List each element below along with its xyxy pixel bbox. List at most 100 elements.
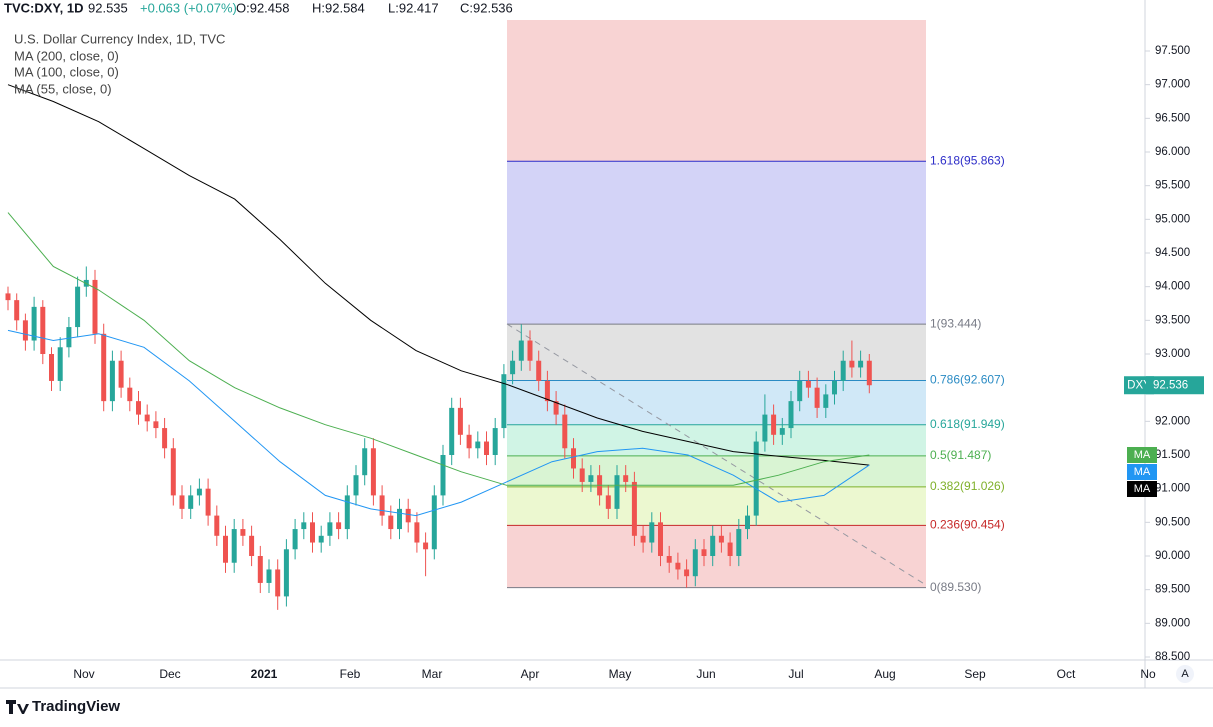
candle-body — [805, 380, 811, 388]
candle-body — [31, 306, 37, 341]
candle-body — [579, 468, 585, 482]
candle-body — [49, 354, 54, 381]
fib-trend-line — [506, 323, 927, 586]
legend-ma: MA (55, close, 0) — [14, 81, 112, 96]
candle-body — [14, 300, 20, 321]
legend-ma: MA (100, close, 0) — [14, 64, 119, 79]
fib-zone — [507, 380, 926, 425]
x-tick-label: Mar — [422, 667, 443, 681]
candle-body — [649, 522, 655, 543]
candle-body — [431, 495, 437, 550]
y-tick-label: 92.000 — [1155, 415, 1190, 427]
candle-body — [397, 508, 402, 530]
candle-body — [501, 374, 507, 429]
y-tick-label: 90.000 — [1155, 550, 1190, 562]
candle-body — [5, 293, 11, 301]
candle-body — [866, 360, 872, 386]
candle-body — [388, 515, 394, 530]
candle-body — [753, 441, 759, 516]
candle-body — [788, 401, 794, 429]
candle-body — [57, 347, 63, 381]
price-tag-name: DXY — [1127, 379, 1151, 391]
candle-body — [336, 522, 342, 530]
candle-body — [109, 360, 115, 402]
x-tick-label: Apr — [521, 667, 540, 681]
candle-body — [344, 495, 350, 530]
y-tick-label: 89.500 — [1155, 584, 1190, 596]
candle-body — [66, 327, 72, 348]
candle-body — [484, 441, 489, 455]
candle-body — [92, 279, 98, 334]
candle-body — [283, 549, 289, 597]
y-tick-label: 89.000 — [1155, 617, 1190, 629]
candle-body — [727, 542, 733, 556]
y-tick-label: 97.000 — [1155, 79, 1190, 91]
candle-body — [353, 475, 359, 496]
candle-body — [440, 455, 446, 496]
x-tick-label: Oct — [1057, 667, 1076, 681]
ma-tag-bg — [1127, 481, 1157, 497]
symbol: TVC:DXY, 1D — [4, 0, 83, 15]
candle-body — [553, 401, 559, 415]
candle-body — [658, 522, 663, 556]
plot — [5, 84, 872, 610]
fib-label: 1.618(95.863) — [930, 153, 1005, 167]
candle-body — [223, 535, 228, 563]
candle-body — [370, 448, 376, 496]
candle-body — [510, 360, 516, 375]
candle-body — [266, 569, 272, 583]
candle-body — [675, 562, 681, 570]
candle-body — [858, 360, 864, 368]
candle-body — [814, 387, 820, 408]
x-tick-label: Sep — [964, 667, 986, 681]
candle-body — [779, 428, 785, 435]
fib-retracement[interactable]: 1.618(95.863) 1(93.444) 0.786(92.607) 0.618… — [507, 20, 1005, 594]
fib-zone — [507, 525, 926, 588]
candle-body — [762, 414, 768, 442]
candle-body — [797, 380, 803, 402]
candle-body — [614, 475, 620, 509]
auto-scale-label: A — [1181, 668, 1189, 680]
candle-body — [666, 556, 672, 563]
candle-body — [527, 340, 533, 361]
candle-body — [840, 360, 846, 381]
fib-label: 1(93.444) — [930, 316, 981, 330]
x-tick-label: May — [609, 667, 632, 681]
logo[interactable]: TradingView — [6, 698, 120, 715]
moving-average — [7, 84, 870, 466]
x-tick-label: Aug — [874, 667, 895, 681]
legend-title: U.S. Dollar Currency Index, 1D, TVC — [14, 31, 225, 46]
ma-tag: MA — [1134, 466, 1151, 478]
y-tick-label: 96.500 — [1155, 112, 1190, 124]
candle-body — [327, 522, 333, 536]
low: L:92.417 — [388, 0, 439, 15]
candle-body — [231, 529, 237, 563]
candle-body — [214, 515, 220, 536]
y-tick-label: 88.500 — [1155, 651, 1190, 663]
candle-body — [275, 569, 281, 597]
x-tick-label: Jun — [696, 667, 715, 681]
y-tick-label: 90.500 — [1155, 516, 1190, 528]
candle-body — [684, 569, 690, 577]
candle-body — [605, 495, 611, 509]
price-tag-bg — [1146, 376, 1204, 395]
ma-tag-bg — [1127, 447, 1157, 463]
y-tick-label: 95.000 — [1155, 213, 1190, 225]
legend-ma: MA (200, close, 0) — [14, 48, 119, 63]
y-tick-label: 95.500 — [1155, 180, 1190, 192]
candle-body — [162, 428, 168, 449]
close: C:92.536 — [460, 0, 513, 15]
ma-tag: MA — [1134, 449, 1151, 461]
candle-body — [144, 414, 150, 422]
candle-body — [631, 481, 637, 536]
auto-scale-button[interactable] — [1176, 665, 1194, 683]
candle-body — [188, 495, 194, 509]
candle-body — [196, 488, 202, 496]
candle-body — [466, 434, 472, 449]
candle-body — [257, 556, 263, 583]
fib-zone — [507, 486, 926, 526]
candle-body — [692, 549, 698, 577]
fib-zone — [507, 424, 926, 456]
